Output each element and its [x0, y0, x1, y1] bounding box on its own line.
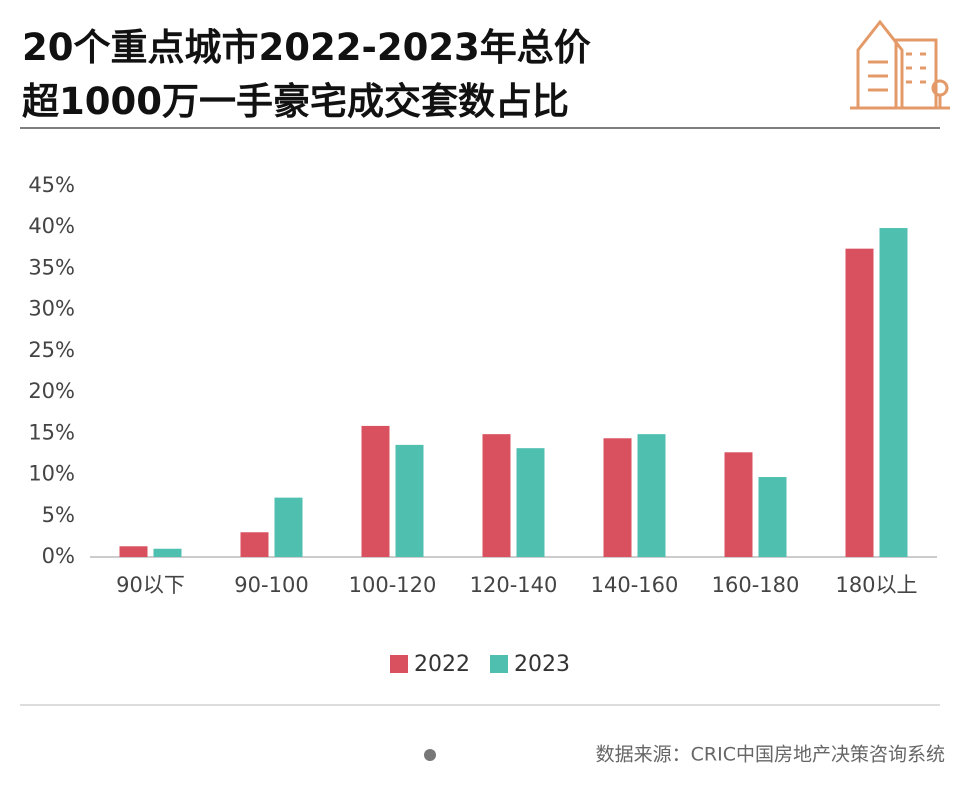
building-icon: [850, 19, 950, 110]
chart-title: 20个重点城市2022-2023年总价: [22, 26, 591, 69]
bar: [724, 452, 753, 557]
y-tick-label: 5%: [42, 503, 75, 527]
bar: [361, 425, 390, 557]
source-dot: [424, 749, 436, 761]
legend-label: 2022: [414, 652, 470, 677]
legend-label: 2023: [514, 652, 570, 677]
x-tick-label: 120-140: [470, 573, 558, 597]
x-tick-label: 100-120: [349, 573, 437, 597]
bar: [274, 497, 303, 557]
bar: [516, 448, 545, 557]
bar: [119, 546, 148, 557]
y-tick-label: 45%: [28, 173, 75, 197]
y-tick-label: 20%: [28, 379, 75, 403]
bar: [240, 532, 269, 557]
bar: [395, 444, 424, 557]
y-tick-label: 30%: [28, 297, 75, 321]
bar: [758, 477, 787, 557]
y-tick-label: 35%: [28, 255, 75, 279]
bar: [845, 248, 874, 557]
x-tick-label: 140-160: [591, 573, 679, 597]
source: 数据来源：CRIC中国房地产决策咨询系统: [596, 744, 945, 766]
y-tick-label: 40%: [28, 214, 75, 238]
y-tick-label: 25%: [28, 338, 75, 362]
legend-swatch: [490, 655, 508, 673]
x-tick-label: 180以上: [835, 573, 917, 597]
y-tick-label: 0%: [42, 544, 75, 568]
y-tick-label: 15%: [28, 420, 75, 444]
legend-swatch: [390, 655, 408, 673]
bar: [482, 434, 511, 557]
y-tick-label: 10%: [28, 462, 75, 486]
bar: [879, 228, 908, 557]
bar: [153, 548, 182, 557]
x-tick-label: 90-100: [234, 573, 308, 597]
chart-title: 超1000万一手豪宅成交套数占比: [22, 80, 569, 123]
x-tick-label: 90以下: [116, 573, 185, 597]
x-tick-label: 160-180: [712, 573, 800, 597]
bar: [637, 434, 666, 557]
bar: [603, 438, 632, 557]
